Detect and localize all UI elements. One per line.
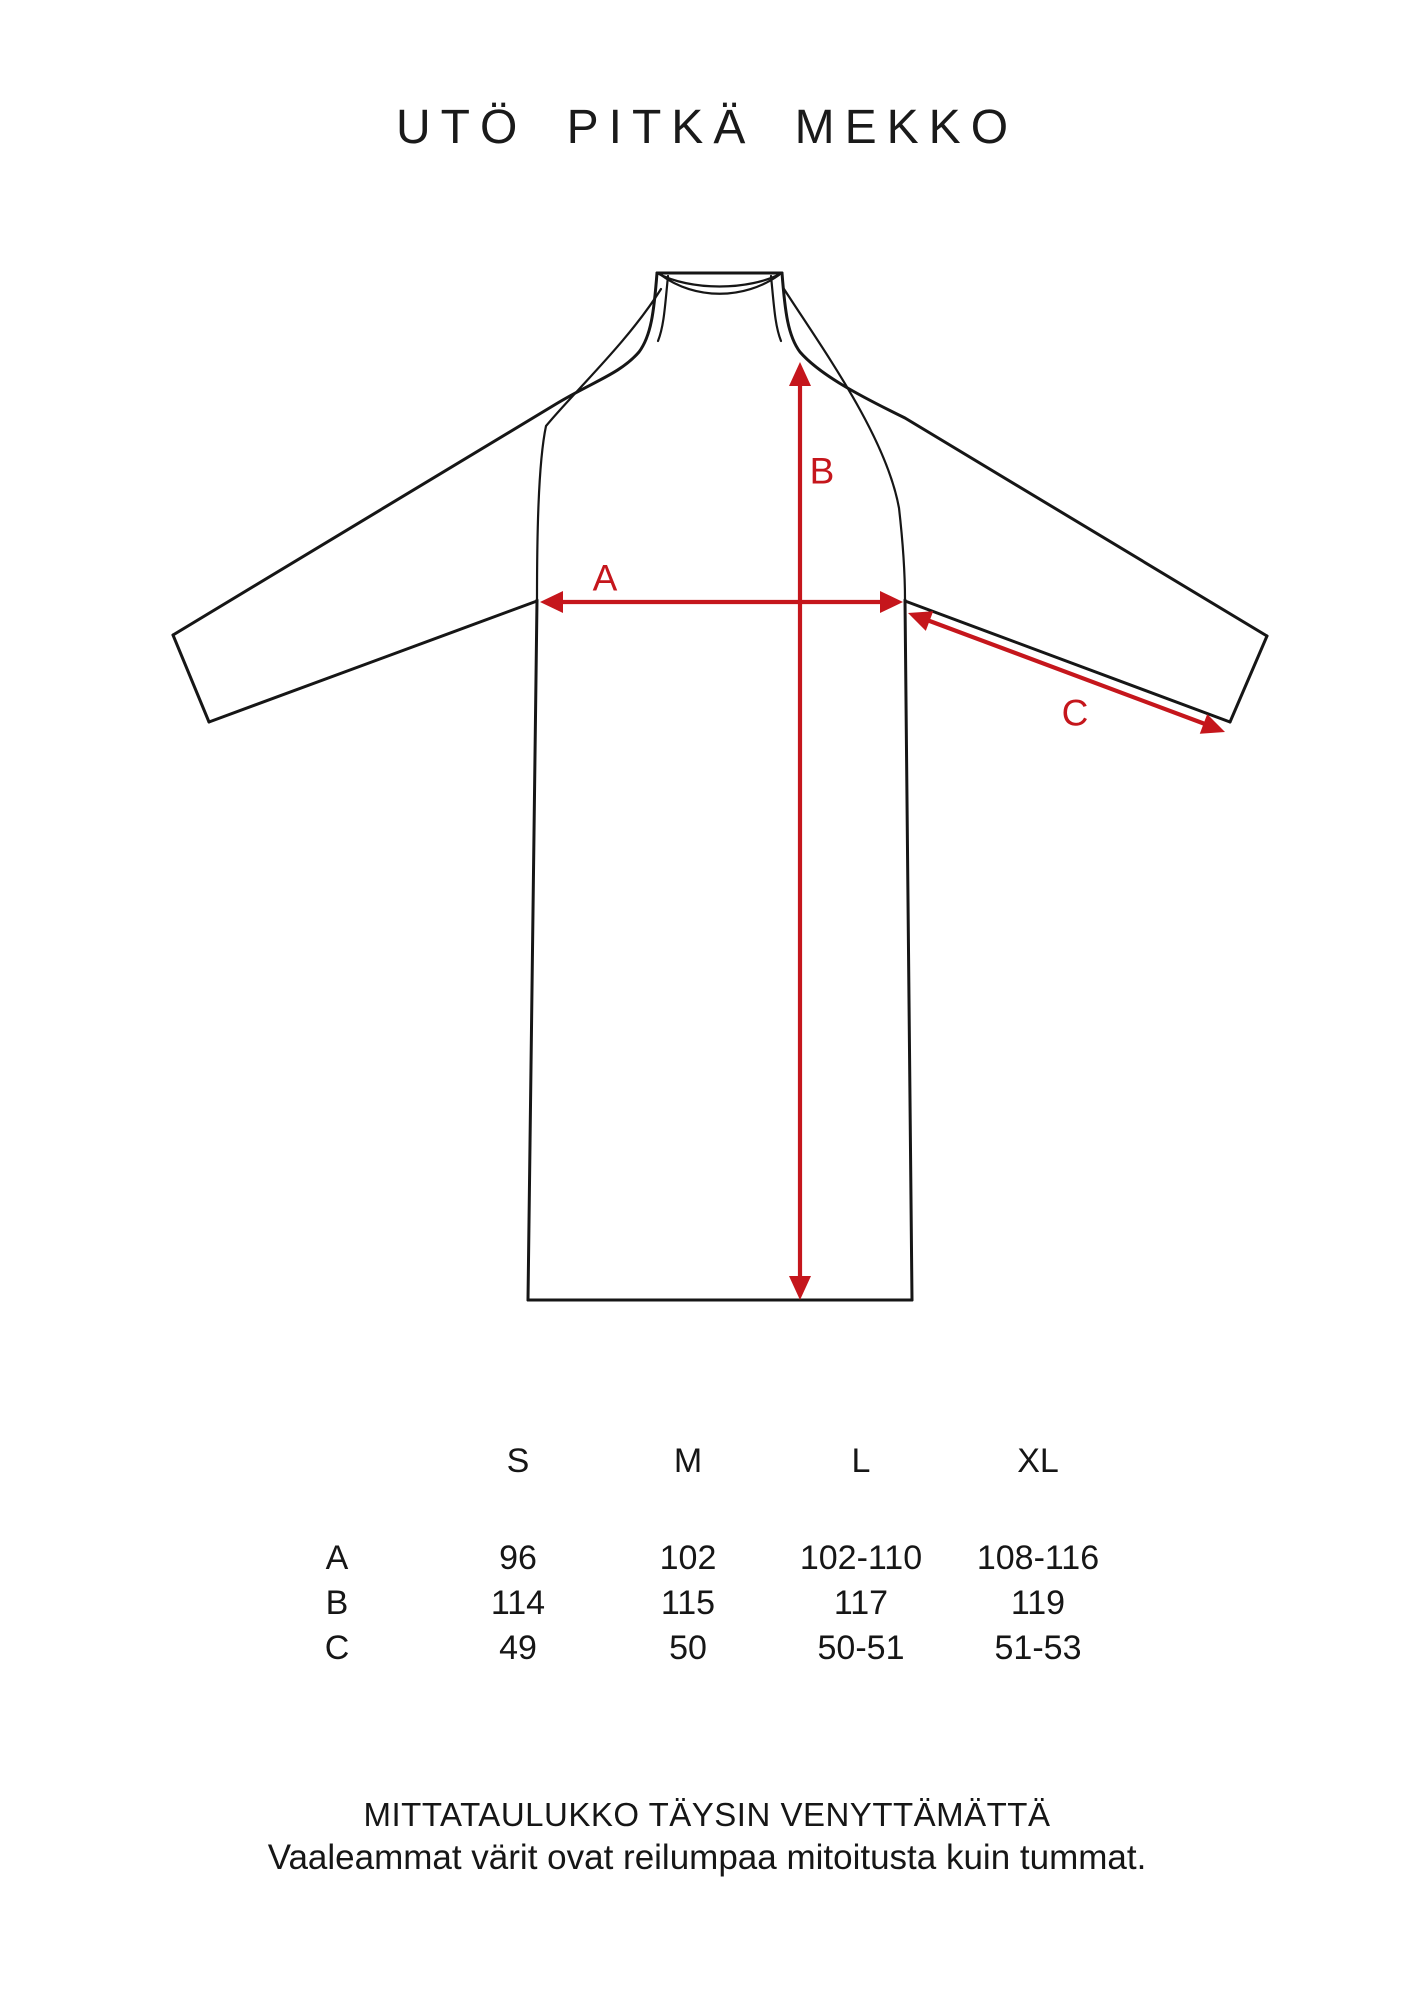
collar-right-inner-edge <box>769 274 783 343</box>
measure-arrow-a-left-head <box>540 591 563 613</box>
left-sleeve-cuff <box>171 633 211 724</box>
footer-note: MITTATAULUKKO TÄYSIN VENYTTÄMÄTTÄ Vaalea… <box>0 1793 1414 1879</box>
measure-arrow-a-right-head <box>880 591 903 613</box>
left-raglan-seam <box>535 287 663 602</box>
table-cell: 108-116 <box>976 1539 1100 1577</box>
table-cell: 96 <box>499 1539 537 1577</box>
right-sleeve-underside <box>903 599 1232 724</box>
right-sleeve-cuff <box>1228 634 1269 724</box>
dress-outline <box>171 271 1269 1302</box>
table-header-xl: XL <box>1017 1442 1059 1480</box>
table-row-label-b: B <box>325 1584 349 1622</box>
measure-arrow-b-top-head <box>789 362 811 386</box>
body-right-seam <box>903 598 914 1302</box>
measure-arrow-c-upper-head <box>908 611 934 631</box>
measure-label-b: B <box>809 450 835 492</box>
collar-left-inner-edge <box>656 274 670 343</box>
table-cell: 50-51 <box>817 1629 905 1667</box>
left-sleeve-underside <box>207 599 539 724</box>
body-left-seam <box>526 598 539 1302</box>
table-cell: 114 <box>490 1584 546 1622</box>
table-cell: 115 <box>660 1584 716 1622</box>
footer-note-line2: Vaaleammat värit ovat reilumpaa mitoitus… <box>267 1838 1147 1877</box>
left-shoulder-sleeve-top <box>171 271 659 637</box>
footer-note-line1: MITTATAULUKKO TÄYSIN VENYTTÄMÄTTÄ <box>363 1796 1051 1833</box>
table-cell: 102 <box>659 1539 717 1577</box>
table-cell: 117 <box>833 1584 889 1622</box>
measure-arrow-c-lower-head <box>1199 714 1225 734</box>
page-title: UTÖ PITKÄ MEKKO <box>395 101 1019 154</box>
table-cell: 51-53 <box>994 1629 1082 1667</box>
measure-label-a: A <box>592 557 618 599</box>
right-raglan-seam <box>782 287 907 602</box>
table-cell: 119 <box>1010 1584 1066 1622</box>
table-header-s: S <box>506 1442 530 1480</box>
table-cell: 50 <box>669 1629 707 1667</box>
table-cell: 49 <box>499 1629 537 1667</box>
collar-opening-curve <box>655 271 784 288</box>
table-header-l: L <box>851 1442 871 1480</box>
measure-arrow-b-bottom-head <box>789 1276 811 1300</box>
table-cell: 102-110 <box>799 1539 923 1577</box>
table-row-label-c: C <box>324 1629 350 1667</box>
table-header-m: M <box>673 1442 703 1480</box>
right-shoulder-sleeve-top <box>780 271 1269 638</box>
measurement-arrows <box>540 362 1225 1300</box>
measure-arrow-c <box>926 618 1206 726</box>
table-row-label-a: A <box>325 1539 349 1577</box>
collar-opening-curve-inner <box>659 273 781 295</box>
measure-label-c: C <box>1061 692 1089 734</box>
